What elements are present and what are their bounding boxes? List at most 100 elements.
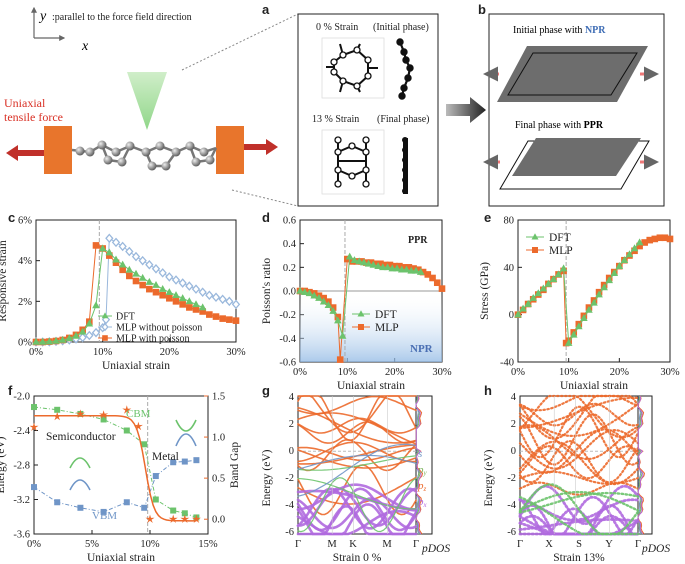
band-curve <box>297 478 417 510</box>
cbm-point <box>181 510 188 517</box>
band-curve <box>296 483 418 511</box>
svg-text:0: 0 <box>289 446 294 457</box>
data-point <box>132 269 140 277</box>
band-curve <box>296 487 418 530</box>
band-curve <box>518 428 640 470</box>
pdos-curve <box>637 395 644 535</box>
data-point <box>146 285 153 293</box>
data-point <box>225 296 234 307</box>
svg-text:M: M <box>382 539 392 550</box>
data-point <box>334 316 342 324</box>
band-curve <box>296 497 418 530</box>
data-point <box>605 276 613 284</box>
data-point <box>212 313 220 320</box>
legend-entry: DFT <box>549 232 571 244</box>
y-axis-label: Responsive strain <box>0 240 9 322</box>
svg-text:-2: -2 <box>285 473 294 484</box>
y-tick-label: 4% <box>18 256 32 267</box>
x-axis-label: Uniaxial strain <box>87 552 155 564</box>
g-ylabel: Energy (eV) <box>261 449 273 506</box>
data-point <box>396 262 403 270</box>
data-point <box>319 297 328 305</box>
data-point <box>519 304 527 312</box>
data-point <box>412 266 420 274</box>
x-tick-label: 20% <box>610 367 630 378</box>
y-tick-label: 40 <box>504 263 515 274</box>
vbm-point <box>193 457 200 464</box>
data-point <box>232 317 240 324</box>
cbm-point <box>31 404 37 411</box>
y-tick-label: -40 <box>500 358 514 369</box>
data-point <box>590 298 598 306</box>
data-point <box>171 275 181 285</box>
panel-b-label: b <box>478 2 486 17</box>
final-structure-atoms <box>334 136 370 188</box>
data-point <box>666 235 674 243</box>
band-curve <box>297 443 417 497</box>
y-tick-label: 0 <box>509 310 514 321</box>
data-point <box>78 327 87 335</box>
band-curve <box>518 402 640 427</box>
data-point <box>105 248 114 256</box>
orbital-py-label: py <box>417 464 428 477</box>
data-point <box>559 264 568 272</box>
y-tick-label: 80 <box>504 216 515 227</box>
plot-frame <box>517 219 671 363</box>
pdos-curve <box>415 395 422 535</box>
legend-marker <box>101 312 109 319</box>
data-point <box>364 259 373 267</box>
data-point <box>393 264 401 272</box>
legend-marker <box>531 233 539 240</box>
y-tick-label: -0.2 <box>279 310 296 321</box>
y-tick-label: -2.4 <box>13 426 30 437</box>
plot-frame <box>35 219 237 343</box>
y-tick-label: -0.6 <box>279 358 296 369</box>
x-tick-label: 30% <box>432 367 452 378</box>
band-curve <box>518 424 640 461</box>
svg-text:-2: -2 <box>507 473 516 484</box>
ppr-sheet <box>512 138 641 176</box>
data-point <box>641 239 648 246</box>
band-curve <box>518 396 640 430</box>
legend-entry: MLP <box>549 245 573 257</box>
cbm-point <box>123 427 130 434</box>
data-point <box>400 264 408 271</box>
y2-axis-label: Band Gap <box>229 442 241 489</box>
data-point <box>416 267 425 275</box>
data-point <box>185 297 194 305</box>
panel-c-label: c <box>8 210 15 225</box>
data-point <box>372 260 380 268</box>
g-pdos-frame <box>415 395 433 535</box>
left-force-arrow <box>6 145 44 161</box>
x-tick-label: 10% <box>559 367 579 378</box>
data-point <box>324 301 333 308</box>
x-axis-label: Uniaxial strain <box>337 380 405 392</box>
data-point <box>386 261 394 269</box>
data-point <box>625 250 634 258</box>
data-point <box>138 255 147 266</box>
band-gap-point <box>145 514 155 523</box>
band-curve <box>297 446 417 462</box>
legend-marker <box>101 322 109 332</box>
data-point <box>514 310 522 318</box>
band-curve <box>297 477 417 533</box>
g-pdos-curves <box>415 395 424 535</box>
y-tick-label: -0.4 <box>279 334 296 345</box>
legend-marker <box>532 247 538 253</box>
data-point <box>329 307 337 314</box>
band-gap-point <box>122 405 132 414</box>
data-point <box>145 277 154 285</box>
data-point <box>661 234 669 242</box>
panel-f-chart: f 0% 5% 10% 15% -2.0 -2.4 -2.8 -3.2 -3.6 Uniaxial… <box>0 383 241 564</box>
svg-text:S: S <box>576 539 582 550</box>
panel-f-label: f <box>8 383 13 398</box>
data-point <box>433 279 441 287</box>
band-gap-point <box>29 422 39 431</box>
cbm-line <box>33 406 197 518</box>
vbm-annotation: VBM <box>92 510 117 522</box>
data-point <box>377 260 384 268</box>
initial-strain-label: 0 % Strain <box>316 22 358 33</box>
metal-annotation: Metal <box>152 451 179 463</box>
initial-phase-text: Initial phase with NPR <box>513 25 606 36</box>
